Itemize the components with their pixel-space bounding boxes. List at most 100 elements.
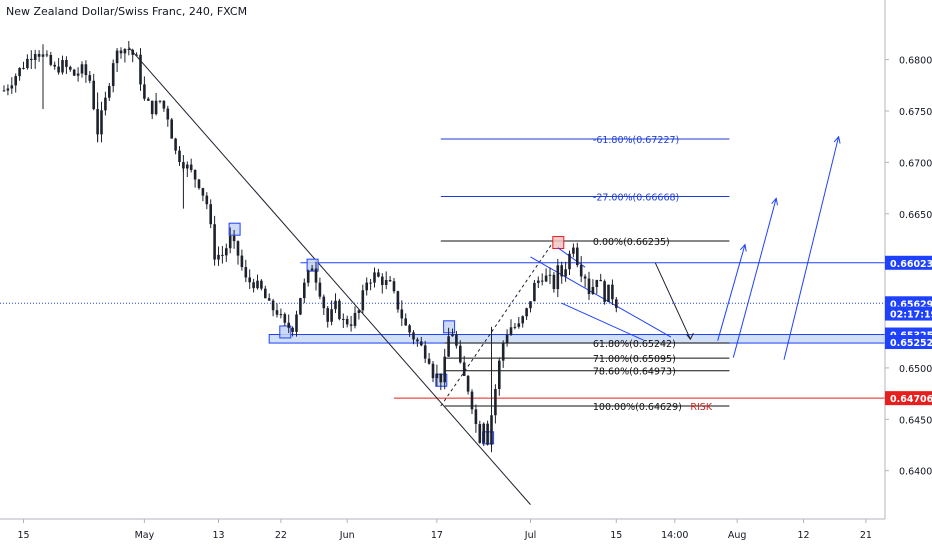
candle-body xyxy=(33,54,37,61)
candle-body xyxy=(147,98,150,101)
candle-body xyxy=(443,356,446,383)
price-tag xyxy=(885,335,932,350)
candle-body xyxy=(2,90,6,92)
candle-body xyxy=(572,247,575,254)
x-tick-label: May xyxy=(135,530,155,541)
candle-body xyxy=(404,318,407,326)
candle-body xyxy=(193,169,197,180)
candle-body xyxy=(474,409,478,425)
x-tick-label: 13 xyxy=(212,530,224,541)
projection-arrow-head xyxy=(686,332,694,341)
candle-body xyxy=(576,247,579,266)
candle-body xyxy=(69,66,72,70)
candle-body xyxy=(213,224,216,260)
candle-body xyxy=(455,334,458,346)
candle-body xyxy=(494,388,497,416)
candle-body xyxy=(435,373,439,379)
candle-body xyxy=(104,97,107,111)
candle-body xyxy=(170,119,173,139)
candle-body xyxy=(53,64,56,67)
candle-body xyxy=(595,279,599,287)
x-tick-label: 12 xyxy=(797,530,809,541)
candle-body xyxy=(408,325,411,333)
candle-body xyxy=(6,88,10,91)
candle-body xyxy=(552,274,556,290)
candle-body xyxy=(217,254,220,260)
candle-body xyxy=(271,300,275,311)
candle-body xyxy=(521,316,524,324)
x-tick-label: 15 xyxy=(17,530,29,541)
candle-body xyxy=(61,60,64,73)
candle-body xyxy=(486,423,489,445)
candle-body xyxy=(232,235,236,242)
candle-body xyxy=(459,345,462,363)
candle-body xyxy=(275,310,279,315)
price-tag xyxy=(885,255,932,270)
fib-level-label: -27.00%(0.66668) xyxy=(593,193,679,204)
fib-level-label: 78.60%(0.64973) xyxy=(593,367,676,378)
candle-body xyxy=(509,327,513,335)
candle-body xyxy=(244,267,248,278)
price-tag-label: 0.64706 xyxy=(890,394,932,405)
candle-body xyxy=(498,360,501,389)
x-tick-label: 22 xyxy=(275,530,287,541)
fib-level-label: 0.00%(0.66235) xyxy=(593,237,670,248)
candle-body xyxy=(221,254,224,256)
candle-body xyxy=(76,73,80,76)
candle-body xyxy=(166,108,170,120)
target-arrow xyxy=(717,244,746,341)
candle-body xyxy=(342,318,345,320)
drawings: -61.80%(0.67227) -27.00%(0.66668) 0.00%(0.… xyxy=(0,46,886,505)
candle-body xyxy=(338,300,341,320)
candle-body xyxy=(392,281,396,292)
candle-body xyxy=(396,291,400,310)
candle-body xyxy=(357,310,361,313)
price-tag-label: 0.65629 xyxy=(890,299,932,310)
fib-level-label: -61.80%(0.67227) xyxy=(593,135,679,146)
x-tick-label: Jul xyxy=(524,530,536,541)
support-zone xyxy=(268,334,886,344)
candle-body xyxy=(189,164,193,170)
candle-body xyxy=(240,255,244,268)
candle-body xyxy=(544,275,548,282)
candle-body xyxy=(361,290,365,311)
candle-body xyxy=(431,363,435,379)
candle-body xyxy=(80,64,84,74)
candle-body xyxy=(505,334,509,343)
price-tag xyxy=(885,391,932,406)
candle-body xyxy=(373,272,376,283)
candle-body xyxy=(174,138,177,151)
candle-body xyxy=(267,298,271,301)
x-tick-label: 21 xyxy=(860,530,872,541)
candle-body xyxy=(131,49,134,55)
candle-body xyxy=(72,69,76,76)
x-tick-label: Aug xyxy=(728,530,747,541)
fib-level-label: 100.00%(0.64629) xyxy=(593,402,682,413)
candle-body xyxy=(26,58,29,69)
candle-body xyxy=(303,282,306,299)
candle-body xyxy=(49,54,53,65)
candle-body xyxy=(18,67,21,77)
candle-body xyxy=(201,188,205,196)
candle-body xyxy=(306,270,310,283)
candle-body xyxy=(256,280,259,289)
candle-body xyxy=(291,327,294,332)
candle-body xyxy=(427,358,431,364)
candle-body xyxy=(225,248,228,256)
candle-body xyxy=(84,64,88,76)
candle-body xyxy=(400,309,404,319)
candle-body xyxy=(10,85,14,89)
candle-body xyxy=(412,332,415,340)
candle-body xyxy=(252,282,255,289)
target-arrow xyxy=(783,136,840,360)
candle-body xyxy=(462,362,466,376)
candle-body xyxy=(154,100,158,115)
candle-body xyxy=(115,50,119,64)
